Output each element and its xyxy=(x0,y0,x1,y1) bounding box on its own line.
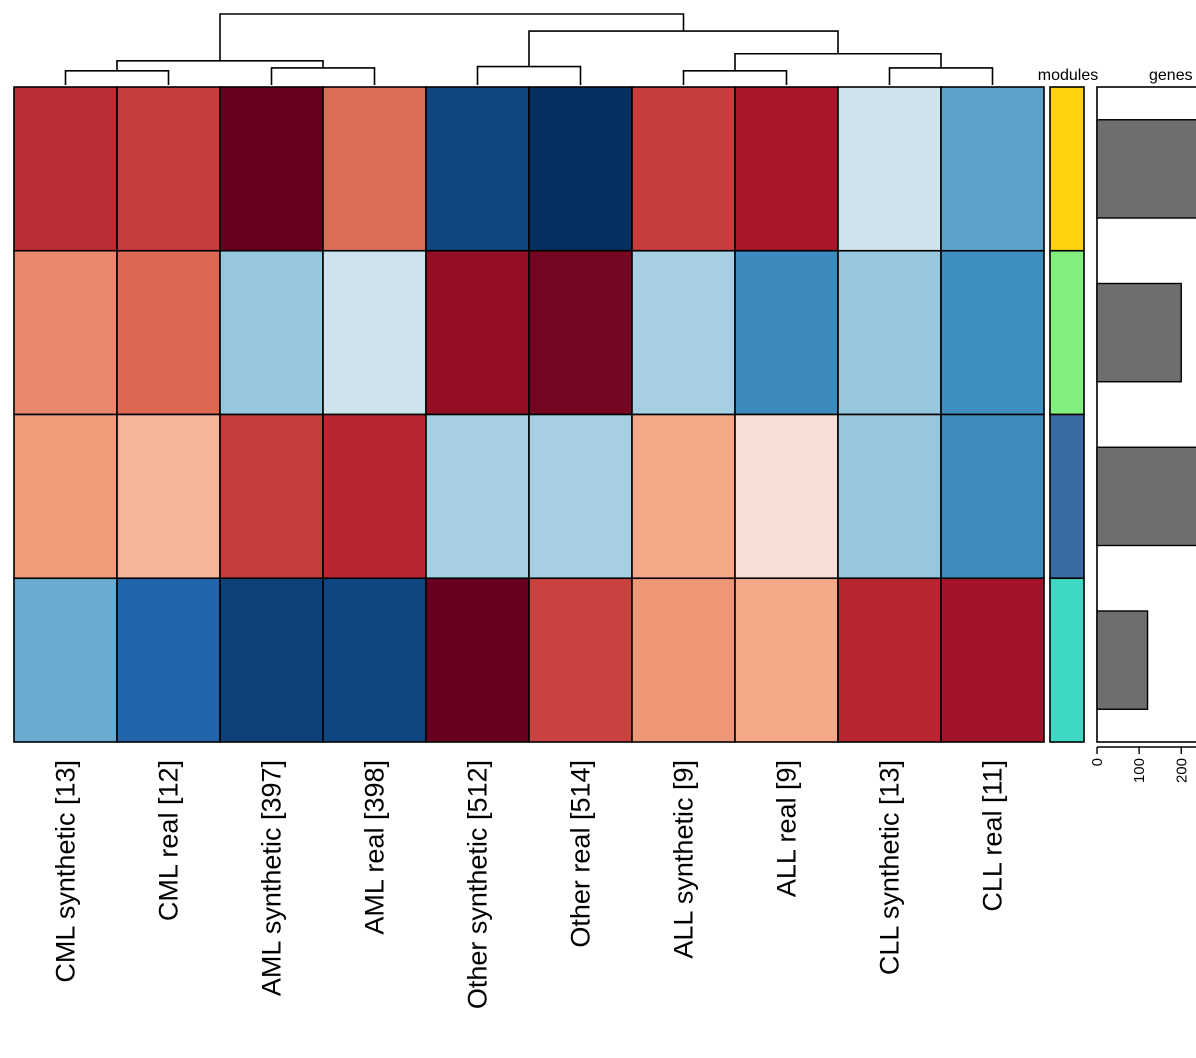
heatmap-cell xyxy=(13,577,118,743)
heatmap-cell xyxy=(734,86,839,252)
genes-label: genes xyxy=(1149,67,1193,84)
heatmap-cell xyxy=(116,577,221,743)
module-color-cell xyxy=(1049,413,1085,580)
heatmap-cell xyxy=(322,86,427,252)
column-label: ALL synthetic [9] xyxy=(669,760,699,959)
heatmap-cell xyxy=(219,577,324,743)
column-label: Other real [514] xyxy=(566,760,596,948)
heatmap-cell xyxy=(940,86,1045,252)
modules-annotation: modules xyxy=(1038,67,1098,743)
heatmap-cell xyxy=(219,249,324,416)
column-label: CLL synthetic [13] xyxy=(875,760,905,975)
heatmap-cell xyxy=(631,413,736,580)
dendrogram-branch xyxy=(528,30,839,67)
dendrogram-branch xyxy=(64,70,170,85)
heatmap-cell xyxy=(837,577,942,743)
heatmap-cell xyxy=(425,249,530,416)
heatmap-cell xyxy=(631,577,736,743)
heatmap-cell xyxy=(734,249,839,416)
heatmap-cell xyxy=(528,249,633,416)
heatmap-cell xyxy=(837,249,942,416)
heatmap-cell xyxy=(13,86,118,252)
dendrogram-branch xyxy=(219,13,685,61)
heatmap-cell xyxy=(219,413,324,580)
dendrogram-branch xyxy=(116,60,324,71)
dendrogram-branch xyxy=(476,65,582,85)
dendrogram-branch xyxy=(888,67,994,85)
heatmap-cell xyxy=(940,249,1045,416)
heatmap-cell xyxy=(322,413,427,580)
genes-annotation: genes xyxy=(1096,67,1196,743)
column-label: AML real [398] xyxy=(360,760,390,935)
heatmap-cell xyxy=(528,577,633,743)
heatmap-cell xyxy=(734,413,839,580)
heatmap-cell xyxy=(837,86,942,252)
dendrogram-branch xyxy=(682,70,788,85)
heatmap-cell xyxy=(940,413,1045,580)
genes-axis-tick-label: 200 xyxy=(1173,758,1190,783)
genes-bar xyxy=(1096,446,1196,547)
heatmap-cell xyxy=(322,249,427,416)
heatmap-cell xyxy=(116,249,221,416)
column-label: CLL real [11] xyxy=(978,760,1008,912)
heatmap-cell xyxy=(528,413,633,580)
genes-axis-tick-label: 100 xyxy=(1131,758,1148,783)
heatmap-cell xyxy=(116,86,221,252)
heatmap-cell xyxy=(734,577,839,743)
heatmap-cell xyxy=(13,413,118,580)
column-label: CML real [12] xyxy=(154,760,184,921)
heatmap-cell xyxy=(631,249,736,416)
heatmap-cell xyxy=(528,86,633,252)
module-color-cell xyxy=(1049,86,1085,252)
genes-panel-frame xyxy=(1096,86,1196,743)
heatmap-cell xyxy=(631,86,736,252)
genes-axis: 0 100 200 xyxy=(1089,746,1196,783)
heatmap-cell xyxy=(940,577,1045,743)
dendrogram-branch xyxy=(270,67,376,85)
heatmap-cell xyxy=(837,413,942,580)
column-label: AML synthetic [397] xyxy=(257,760,287,996)
heatmap-cell xyxy=(13,249,118,416)
genes-bar xyxy=(1096,282,1182,383)
column-dendrogram xyxy=(64,13,994,85)
heatmap-cell xyxy=(116,413,221,580)
heatmap-cell xyxy=(425,413,530,580)
column-label: Other synthetic [512] xyxy=(463,760,493,1009)
module-color-cell xyxy=(1049,577,1085,743)
module-color-cell xyxy=(1049,249,1085,416)
modules-label: modules xyxy=(1038,67,1098,84)
genes-bar xyxy=(1096,610,1149,710)
heatmap-cells xyxy=(13,86,1045,743)
genes-axis-tick-label: 0 xyxy=(1089,758,1106,766)
heatmap-cell xyxy=(425,577,530,743)
heatmap-cell xyxy=(425,86,530,252)
column-label: ALL real [9] xyxy=(772,760,802,897)
genes-bar xyxy=(1096,119,1196,219)
heatmap-cell xyxy=(322,577,427,743)
column-label: CML synthetic [13] xyxy=(51,760,81,983)
heatmap-cell xyxy=(219,86,324,252)
column-labels: CML synthetic [13] CML real [12] AML synth… xyxy=(51,760,1008,1009)
